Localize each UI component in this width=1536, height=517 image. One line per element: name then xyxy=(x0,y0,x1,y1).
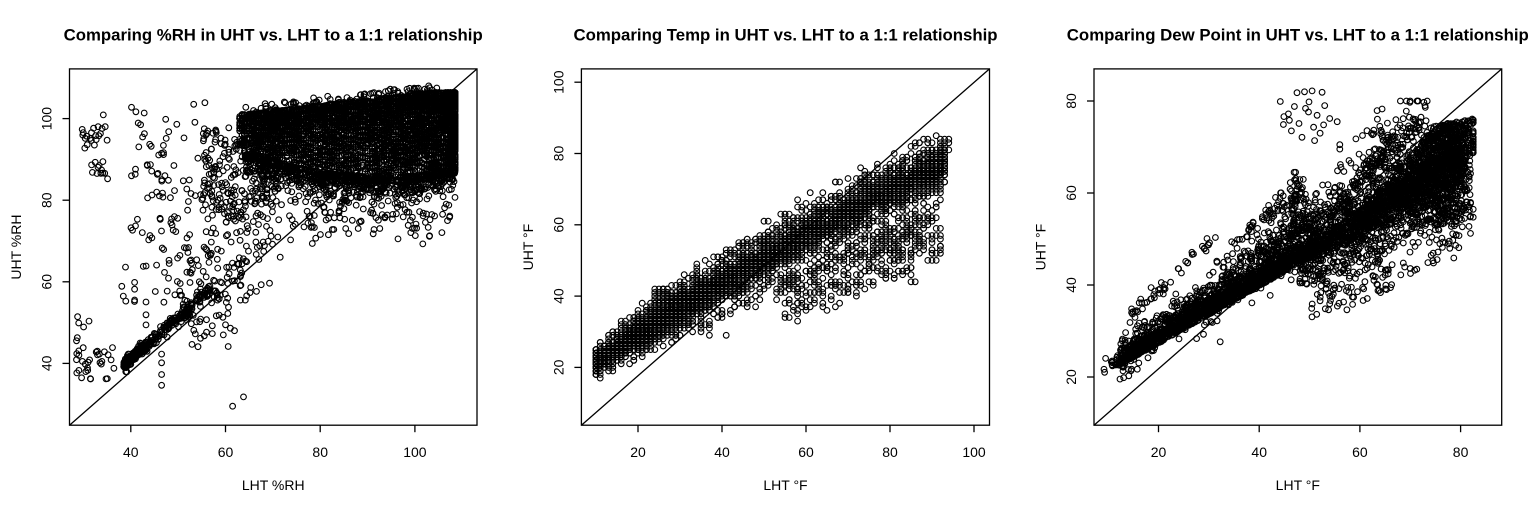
svg-text:100: 100 xyxy=(403,444,427,460)
svg-text:80: 80 xyxy=(551,146,567,162)
svg-text:UHT °F: UHT °F xyxy=(1033,224,1049,271)
svg-text:UHT %RH: UHT %RH xyxy=(8,215,24,280)
svg-text:100: 100 xyxy=(551,70,567,94)
svg-text:40: 40 xyxy=(1251,444,1267,460)
svg-text:Comparing Dew Point in UHT vs.: Comparing Dew Point in UHT vs. LHT to a … xyxy=(1067,26,1529,44)
svg-text:20: 20 xyxy=(551,359,567,375)
svg-text:40: 40 xyxy=(714,444,730,460)
svg-text:20: 20 xyxy=(1063,369,1079,385)
svg-text:60: 60 xyxy=(798,444,814,460)
svg-text:80: 80 xyxy=(39,192,55,208)
svg-text:60: 60 xyxy=(1063,185,1079,201)
svg-text:LHT %RH: LHT %RH xyxy=(242,477,305,493)
svg-text:40: 40 xyxy=(551,288,567,304)
svg-text:UHT °F: UHT °F xyxy=(520,224,536,271)
svg-text:LHT °F: LHT °F xyxy=(1276,477,1320,493)
svg-text:Comparing Temp in UHT vs. LHT: Comparing Temp in UHT vs. LHT to a 1:1 r… xyxy=(574,26,998,44)
svg-text:80: 80 xyxy=(1063,93,1079,109)
svg-text:20: 20 xyxy=(630,444,646,460)
svg-text:60: 60 xyxy=(551,217,567,233)
svg-text:Comparing %RH in UHT vs. LHT t: Comparing %RH in UHT vs. LHT to a 1:1 re… xyxy=(64,26,483,44)
svg-text:20: 20 xyxy=(1151,444,1167,460)
svg-text:40: 40 xyxy=(1063,277,1079,293)
svg-text:100: 100 xyxy=(962,444,986,460)
svg-text:80: 80 xyxy=(312,444,328,460)
svg-text:80: 80 xyxy=(1453,444,1469,460)
svg-text:40: 40 xyxy=(39,355,55,371)
svg-text:100: 100 xyxy=(39,107,55,131)
svg-text:80: 80 xyxy=(882,444,898,460)
svg-text:60: 60 xyxy=(39,274,55,290)
svg-text:60: 60 xyxy=(218,444,234,460)
svg-text:LHT °F: LHT °F xyxy=(763,477,807,493)
svg-text:60: 60 xyxy=(1352,444,1368,460)
svg-text:40: 40 xyxy=(123,444,139,460)
